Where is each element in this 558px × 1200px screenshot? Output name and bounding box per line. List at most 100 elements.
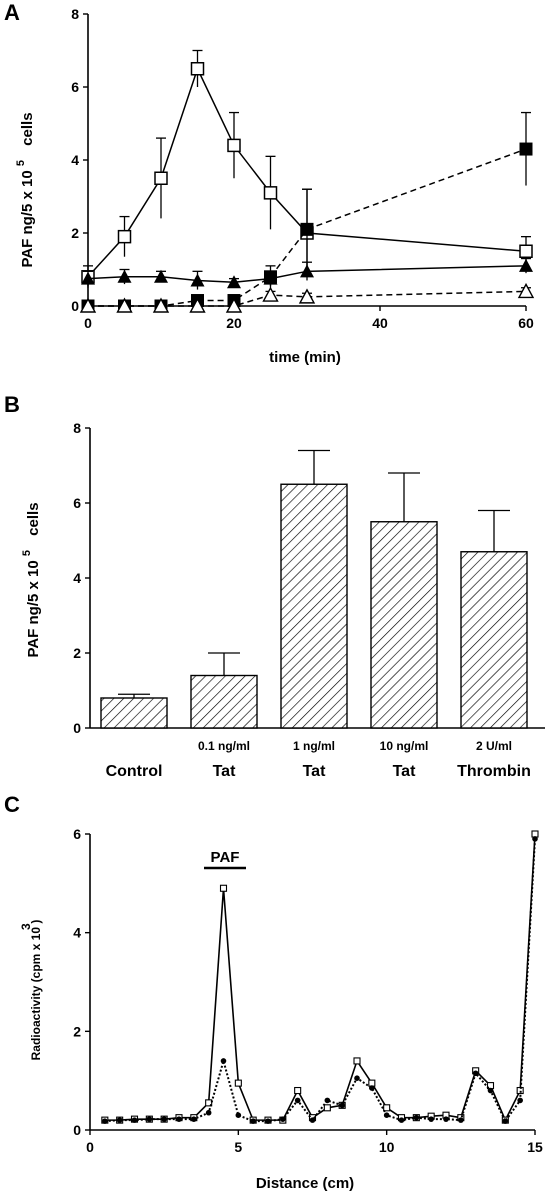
panel-a-ylabel-sup: 5 — [15, 160, 27, 166]
panel-a-xlabel: time (min) — [269, 349, 341, 366]
panel-a-ytick-label: 2 — [71, 225, 79, 241]
panel-c-series-1-point — [339, 1102, 345, 1109]
panel-b-ytick-label: 4 — [73, 570, 81, 586]
panel-a-series-2-line — [87, 265, 527, 284]
panel-c-ylabel-group: Radioactivity (cpm x 10 ) 3 — [19, 920, 43, 1061]
panel-c-series-1-point — [309, 1117, 316, 1123]
panel-b-ylabel: PAF ng/5 x 10 5 cells — [17, 502, 42, 657]
panel-c-series-1-point — [294, 1097, 301, 1104]
panel-c-series-1-point — [428, 1116, 434, 1122]
panel-c-series-1-point — [265, 1118, 271, 1124]
panel-c-series-1-point — [398, 1117, 405, 1123]
panel-b-letter: B — [4, 392, 20, 417]
panel-c-series-0-point — [205, 1099, 213, 1107]
panel-b-ylabel-main: PAF ng/5 x 10 — [25, 560, 42, 657]
panel-a-series-0-point — [117, 229, 132, 244]
panel-c-ylabel: Radioactivity (cpm x 10 ) — [29, 920, 43, 1061]
panel-c-series-1-point — [220, 1058, 227, 1064]
panel-c-series-1-point — [532, 836, 538, 842]
panel-c-series-1-point — [324, 1097, 331, 1104]
panel-a-letter: A — [4, 0, 20, 25]
panel-c-ylabel-main: Radioactivity (cpm x 10 ) — [29, 920, 43, 1061]
panel-b-ytick-label: 0 — [73, 720, 81, 736]
panel-c-series-1-point — [146, 1116, 153, 1122]
panel-a-series-2-point — [81, 271, 95, 285]
panel-b-sublabel: 10 ng/ml — [380, 739, 429, 753]
panel-c-series-0-point — [531, 830, 539, 838]
panel-c-xtick-label: 5 — [234, 1139, 242, 1155]
panel-c-xtick-label: 15 — [527, 1139, 543, 1155]
panel-c-ytick-label: 2 — [73, 1023, 81, 1039]
panel-c-series-0-point — [353, 1057, 361, 1065]
panel-c-series-0-point — [219, 884, 228, 892]
panel-b-ytick-label: 2 — [73, 645, 81, 661]
panel-c-series-1-line — [104, 838, 536, 1124]
panel-c-series-1-point — [443, 1116, 449, 1122]
panel-a-xtick-label: 20 — [226, 315, 242, 331]
panel-a: A 0 2 4 6 8 0 20 40 60 time (min) PAF ng/5 x 10 … — [4, 0, 535, 366]
panel-a-series-3-point — [152, 297, 170, 313]
panel-c-series-1-point — [102, 1118, 108, 1124]
panel-a-xtick-label: 60 — [518, 315, 534, 331]
panel-c-series-0-point — [323, 1104, 331, 1112]
panel-b-plot-area: 0 2 4 6 8 Control Tat 0.1 ng/ml Tat 1 ng/ml Tat 10 … — [73, 420, 545, 780]
panel-b-ylabel-sup: 5 — [21, 550, 33, 556]
panel-a-series-2-point — [263, 271, 278, 285]
panel-a-series-3-point — [79, 297, 97, 313]
panel-c-series-1-point — [458, 1117, 464, 1123]
panel-a-series-1-point — [519, 142, 533, 156]
panel-c-series-1-point — [205, 1109, 212, 1116]
panel-a-ylabel-suffix: cells — [19, 112, 36, 145]
panel-a-series-3-point — [116, 297, 133, 313]
panel-a-ytick-label: 6 — [71, 79, 79, 95]
panel-a-ylabel-main: PAF ng/5 x 10 — [19, 170, 36, 267]
panel-c-series-1-point — [191, 1116, 197, 1122]
panel-a-ytick-label: 8 — [71, 6, 79, 22]
panel-a-series-1-point — [300, 222, 314, 236]
panel-a-ylabel-group: PAF ng/5 x 10 5 cells — [15, 112, 36, 267]
panel-c-series-1-point — [502, 1118, 509, 1124]
panel-c-series-1-point — [131, 1117, 138, 1123]
panel-b-category-label: Thrombin — [457, 763, 531, 780]
panel-b-sublabel: 2 U/ml — [476, 739, 512, 753]
panel-a-ytick-label: 0 — [71, 298, 79, 314]
panel-c-xlabel: Distance (cm) — [256, 1175, 354, 1192]
panel-b-category-label: Tat — [393, 763, 416, 780]
panel-c-series-1-point — [383, 1112, 390, 1118]
panel-c-series-0-point — [294, 1086, 302, 1095]
panel-b-sublabel: 1 ng/ml — [293, 739, 335, 753]
panel-a-series-3-point — [189, 297, 206, 313]
panel-c-series-1-point — [354, 1075, 360, 1081]
panel-b-bar — [370, 521, 438, 729]
panel-c-series-1-point — [472, 1070, 479, 1077]
panel-c-series-1-point — [235, 1112, 242, 1118]
panel-c-series-0-point — [234, 1079, 242, 1087]
panel-c-series-1-point — [280, 1116, 286, 1122]
panel-a-series-2-point — [227, 275, 241, 289]
panel-a-ytick-label: 4 — [71, 152, 79, 168]
panel-a-series-3-point — [517, 282, 535, 299]
panel-a-xtick-label: 0 — [84, 315, 92, 331]
panel-b-ytick-label: 6 — [73, 495, 81, 511]
panel-b-bar — [280, 483, 348, 729]
panel-c-xtick-label: 10 — [379, 1139, 395, 1155]
panel-c-series-1-point — [487, 1087, 494, 1094]
panel-c-ytick-label: 6 — [73, 826, 81, 842]
panel-c-series-1-point — [176, 1116, 182, 1122]
panel-b-ylabel-group: PAF ng/5 x 10 5 cells — [17, 502, 42, 657]
panel-a-series-2-point — [154, 269, 168, 283]
panel-b: B 0 2 4 6 8 Control Tat 0.1 ng/ml Tat 1 ng/ml Tat 1… — [4, 392, 545, 780]
panel-a-series-3-line — [88, 290, 527, 307]
panel-b-bar — [460, 551, 528, 729]
panel-a-plot-area: 0 2 4 6 8 0 20 40 60 — [71, 6, 535, 331]
panel-b-bar — [100, 697, 168, 729]
panel-a-series-2-point — [300, 264, 314, 278]
panel-c-plot-area: 0 2 4 6 0 5 10 15 — [73, 826, 543, 1155]
panel-b-category-label: Tat — [213, 763, 236, 780]
panel-c: C 0 2 4 6 0 5 10 15 Distance (cm) PAF Radioacti… — [4, 792, 543, 1192]
panel-b-ytick-label: 8 — [73, 420, 81, 436]
panel-b-category-label: Control — [106, 763, 163, 780]
panel-a-xtick-label: 40 — [372, 315, 388, 331]
panel-c-series-0-point — [368, 1079, 376, 1087]
panel-b-category-label: Tat — [303, 763, 326, 780]
